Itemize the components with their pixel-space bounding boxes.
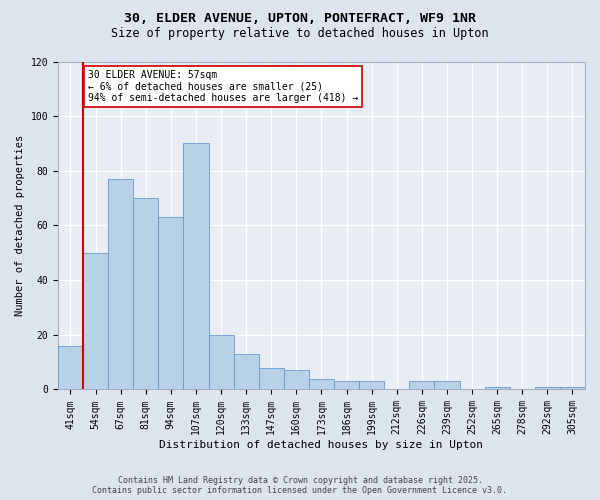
Bar (485, 386, 510, 390)
Bar (560, 386, 585, 390)
Bar (133, 198, 158, 390)
Bar (359, 382, 384, 390)
Text: 30 ELDER AVENUE: 57sqm
← 6% of detached houses are smaller (25)
94% of semi-deta: 30 ELDER AVENUE: 57sqm ← 6% of detached … (88, 70, 358, 103)
Bar (309, 378, 334, 390)
X-axis label: Distribution of detached houses by size in Upton: Distribution of detached houses by size … (160, 440, 484, 450)
Bar (284, 370, 309, 390)
Y-axis label: Number of detached properties: Number of detached properties (15, 135, 25, 316)
Bar (209, 335, 233, 390)
Text: Contains HM Land Registry data © Crown copyright and database right 2025.
Contai: Contains HM Land Registry data © Crown c… (92, 476, 508, 495)
Bar (535, 386, 560, 390)
Bar (158, 218, 184, 390)
Bar (233, 354, 259, 390)
Bar (259, 368, 284, 390)
Bar (334, 382, 359, 390)
Bar (409, 382, 434, 390)
Bar (184, 144, 209, 390)
Bar (434, 382, 460, 390)
Bar (58, 346, 83, 390)
Text: 30, ELDER AVENUE, UPTON, PONTEFRACT, WF9 1NR: 30, ELDER AVENUE, UPTON, PONTEFRACT, WF9… (124, 12, 476, 26)
Bar (108, 179, 133, 390)
Text: Size of property relative to detached houses in Upton: Size of property relative to detached ho… (111, 28, 489, 40)
Bar (83, 253, 108, 390)
